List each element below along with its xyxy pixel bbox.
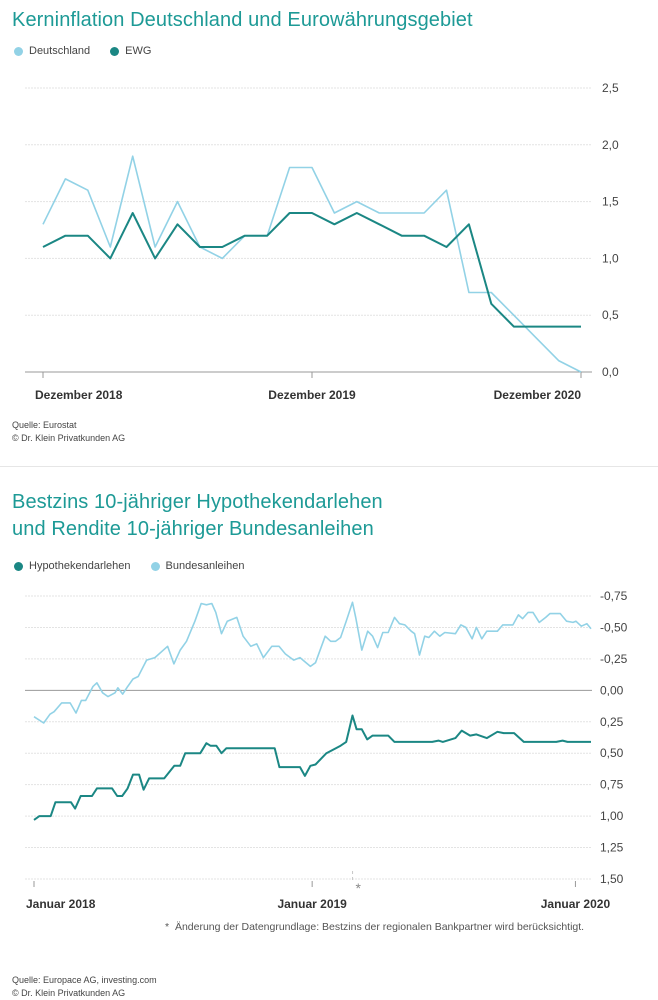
y-tick-label: 0,0: [602, 365, 619, 379]
series-line-ewg: [42, 212, 581, 328]
legend-dot-deutschland: [14, 46, 23, 56]
legend-dot-hypothekendarlehen: [14, 561, 23, 571]
y-tick-label: -0,75: [600, 589, 628, 603]
y-tick-label: -0,25: [600, 652, 628, 666]
y-tick-label: -0,50: [600, 620, 628, 634]
chart1-copyright: © Dr. Klein Privatkunden AG: [12, 433, 126, 443]
footnote-asterisk: *: [165, 921, 170, 933]
chart2-footnote: * Änderung der Datengrundlage: Bestzins …: [165, 921, 584, 933]
x-tick-label: Dezember 2019: [268, 388, 356, 402]
series-line-hypothekendarlehen: [33, 714, 591, 821]
x-tick-label: Dezember 2020: [494, 388, 582, 402]
section-divider: [0, 466, 658, 467]
chart2-title-line2: und Rendite 10-jähriger Bundesanleihen: [12, 518, 374, 540]
y-tick-label: 0,5: [602, 308, 619, 322]
x-tick-label: Januar 2018: [26, 897, 96, 911]
chart2-title-line1: Bestzins 10-jähriger Hypothekendarlehen: [12, 491, 383, 513]
y-tick-label: 1,5: [602, 195, 619, 209]
legend-dot-bundesanleihen: [150, 561, 160, 571]
y-tick-label: 0,00: [600, 683, 624, 697]
chart2-source: Quelle: Europace AG, investing.com © Dr.…: [12, 974, 157, 1000]
legend-label-deutschland: Deutschland: [29, 45, 91, 57]
chart1-source-text: Quelle: Eurostat: [12, 420, 77, 430]
chart2-plot: -0,75 -0,50 -0,25 0,00 0,25 0,50 0,75 1,00 1,25 1…: [25, 589, 628, 911]
legend-label-ewg: EWG: [125, 45, 152, 57]
chart1-plot: 0,0 0,5 1,0 1,5 2,0 2,5 Dezember 2018 Dezember …: [25, 81, 619, 402]
y-tick-label: 1,00: [600, 809, 624, 823]
chart1-legend: Deutschland EWG: [14, 45, 151, 57]
legend-label-bundesanleihen: Bundesanleihen: [165, 560, 245, 572]
x-tick-label: Januar 2020: [541, 897, 611, 911]
y-tick-label: 2,5: [602, 81, 619, 95]
footnote-text: Änderung der Datengrundlage: Bestzins de…: [174, 921, 585, 933]
x-tick-label: Januar 2019: [277, 897, 347, 911]
chart2-title: Bestzins 10-jähriger Hypothekendarlehen …: [12, 489, 383, 543]
y-tick-label: 1,0: [602, 251, 619, 265]
chart2-legend: Hypothekendarlehen Bundesanleihen: [14, 560, 244, 572]
x-tick-label: Dezember 2018: [35, 388, 123, 402]
legend-dot-ewg: [110, 46, 120, 56]
chart1-title: Kerninflation Deutschland und Eurowährun…: [12, 9, 473, 31]
y-tick-label: 0,25: [600, 715, 624, 729]
y-tick-label: 0,50: [600, 746, 624, 760]
series-line-bundesanleihen: [33, 601, 592, 724]
chart2-source-text: Quelle: Europace AG, investing.com: [12, 975, 157, 985]
series-line-deutschland: [42, 155, 582, 373]
chart2-copyright: © Dr. Klein Privatkunden AG: [12, 988, 126, 998]
chart1-source: Quelle: Eurostat © Dr. Klein Privatkunde…: [12, 419, 125, 445]
y-tick-label: 1,25: [600, 841, 624, 855]
y-tick-label: 2,0: [602, 138, 619, 152]
legend-label-hypothekendarlehen: Hypothekendarlehen: [29, 560, 131, 572]
y-tick-label: 0,75: [600, 778, 624, 792]
y-tick-label: 1,50: [600, 872, 624, 886]
data-change-asterisk: *: [356, 880, 362, 896]
